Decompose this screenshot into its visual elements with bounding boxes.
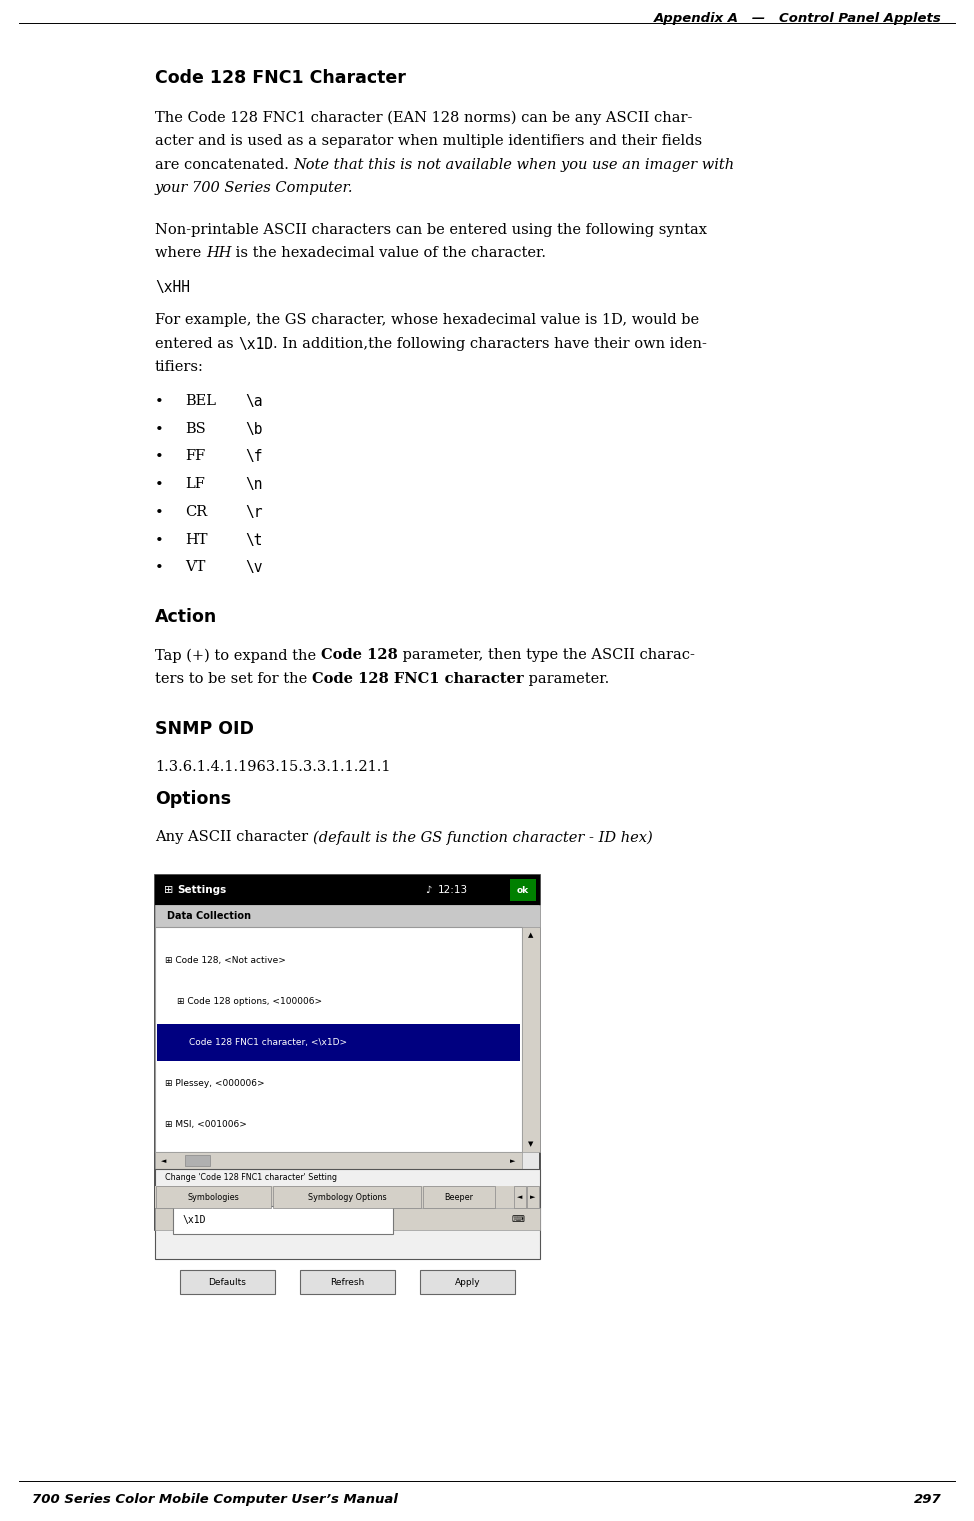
Text: ◄: ◄ [162,1157,167,1164]
Text: •: • [155,534,164,548]
Text: \v: \v [245,560,263,575]
Text: Symbology Options: Symbology Options [308,1192,387,1202]
Text: \x1D: \x1D [183,1215,206,1224]
Text: \x1D: \x1D [239,338,274,351]
Bar [522,928,540,1151]
Text: BEL: BEL [185,394,216,408]
Text: 1.3.6.1.4.1.1963.15.3.3.1.1.21.1: 1.3.6.1.4.1.1963.15.3.3.1.1.21.1 [155,760,391,774]
Text: is the hexadecimal value of the character.: is the hexadecimal value of the characte… [232,246,546,260]
Text: •: • [155,561,164,575]
Text: \r: \r [245,505,263,520]
Text: Symbologies: Symbologies [188,1192,240,1202]
Text: Code 128 FNC1 Character: Code 128 FNC1 Character [155,68,406,87]
Text: Code 128: Code 128 [320,648,397,662]
Bar [185,1154,210,1167]
Bar [155,1186,540,1208]
Text: Appendix A   —   Control Panel Applets: Appendix A — Control Panel Applets [655,12,942,24]
Text: Data Collection: Data Collection [167,911,251,922]
Text: LF: LF [185,478,205,491]
Text: ▼: ▼ [528,1141,534,1147]
Bar [155,875,540,905]
Text: parameter.: parameter. [523,672,609,686]
Text: ▲: ▲ [528,932,534,938]
Text: ♪: ♪ [425,885,431,896]
Text: \a: \a [245,394,263,409]
Text: ►: ► [530,1194,536,1200]
Text: 297: 297 [915,1494,942,1506]
Text: \t: \t [245,532,263,548]
Bar [155,928,522,1151]
Text: \f: \f [245,450,263,464]
Text: Beeper: Beeper [444,1192,473,1202]
Text: ⊞ MSI, <001006>: ⊞ MSI, <001006> [165,1119,246,1129]
Bar [514,1186,526,1208]
Text: Note that this is not available when you use an imager with: Note that this is not available when you… [293,158,734,172]
Bar [156,1186,271,1208]
Bar [155,1208,540,1230]
Text: are concatenated.: are concatenated. [155,158,293,172]
Text: ⊞ Code 128, <Not active>: ⊞ Code 128, <Not active> [165,957,286,966]
Text: ters to be set for the: ters to be set for the [155,672,312,686]
Text: acter and is used as a separator when multiple identifiers and their fields: acter and is used as a separator when mu… [155,134,702,149]
Bar [510,879,536,900]
Text: BS: BS [185,421,206,435]
Text: 12:13: 12:13 [438,885,468,896]
Text: VT: VT [185,560,206,575]
Text: ►: ► [510,1157,515,1164]
Bar [180,1270,275,1294]
Bar [300,1270,395,1294]
Bar [155,1151,522,1170]
Text: parameter, then type the ASCII charac-: parameter, then type the ASCII charac- [397,648,694,662]
Text: ⊞ Plessey, <000006>: ⊞ Plessey, <000006> [165,1078,265,1088]
Text: SNMP OID: SNMP OID [155,719,254,738]
Bar [155,905,540,928]
Text: Action: Action [155,608,217,627]
Text: 700 Series Color Mobile Computer User’s Manual: 700 Series Color Mobile Computer User’s … [32,1494,397,1506]
Text: where: where [155,246,206,260]
Text: The Code 128 FNC1 character (EAN 128 norms) can be any ASCII char-: The Code 128 FNC1 character (EAN 128 nor… [155,111,693,125]
Text: Any ASCII character: Any ASCII character [155,830,313,844]
Bar [173,1206,393,1234]
Text: HH: HH [206,246,232,260]
Text: Non-printable ASCII characters can be entered using the following syntax: Non-printable ASCII characters can be en… [155,224,707,237]
Text: HT: HT [185,532,207,546]
Text: (default is the GS function character - ID hex): (default is the GS function character - … [313,830,653,844]
Text: CR: CR [185,505,207,519]
Text: Code 128 FNC1 character: Code 128 FNC1 character [312,672,523,686]
Bar [157,1024,520,1062]
Text: •: • [155,395,164,409]
Text: •: • [155,478,164,493]
Text: Change 'Code 128 FNC1 character' Setting: Change 'Code 128 FNC1 character' Setting [165,1173,337,1182]
Text: ⊞: ⊞ [164,885,173,896]
Text: ◄: ◄ [517,1194,523,1200]
Text: \b: \b [245,421,263,437]
Text: . In addition,the following characters have their own iden-: . In addition,the following characters h… [274,338,707,351]
Text: Tap (+) to expand the: Tap (+) to expand the [155,648,320,663]
Text: •: • [155,506,164,520]
Text: Code 128 FNC1 character, <\x1D>: Code 128 FNC1 character, <\x1D> [189,1037,347,1046]
Text: •: • [155,450,164,464]
Text: Defaults: Defaults [208,1278,246,1287]
Bar [420,1270,515,1294]
Text: tifiers:: tifiers: [155,360,204,374]
Bar [155,1170,540,1259]
Text: Refresh: Refresh [330,1278,364,1287]
Text: \n: \n [245,478,263,493]
Text: your 700 Series Computer.: your 700 Series Computer. [155,181,354,196]
Bar [155,875,540,1230]
Text: Apply: Apply [455,1278,480,1287]
Bar [273,1186,421,1208]
Text: •: • [155,423,164,437]
Text: ⌨: ⌨ [511,1215,525,1223]
Text: \xHH: \xHH [155,280,190,295]
Text: Options: Options [155,789,231,808]
Text: ⊞ Code 128 options, <100006>: ⊞ Code 128 options, <100006> [177,998,322,1007]
Text: For example, the GS character, whose hexadecimal value is 1D, would be: For example, the GS character, whose hex… [155,313,699,327]
Text: ok: ok [517,885,529,894]
Bar [423,1186,495,1208]
Text: FF: FF [185,450,206,464]
Text: entered as: entered as [155,338,239,351]
Text: Settings: Settings [177,885,226,896]
Bar [527,1186,539,1208]
